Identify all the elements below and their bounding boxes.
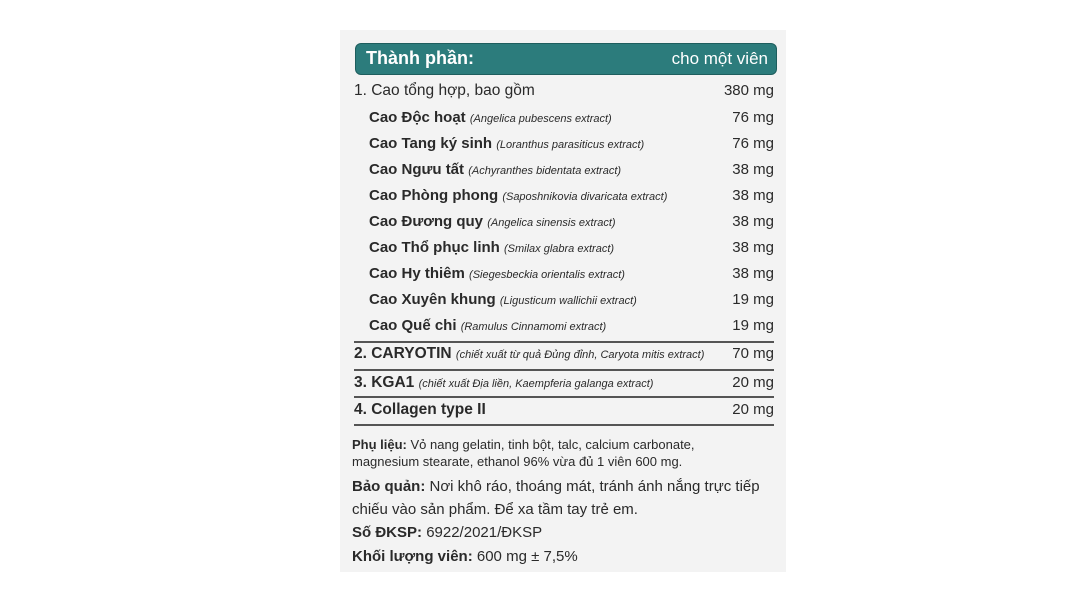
- ingredient-name: Cao Đương quy: [369, 213, 484, 230]
- excipients-line1: Phụ liệu: Vỏ nang gelatin, tinh bột, tal…: [352, 437, 695, 452]
- excipients-text: Vỏ nang gelatin, tinh bột, talc, calcium…: [410, 437, 695, 452]
- ingredient-name: 3. KGA1: [354, 374, 415, 391]
- sub-ingredient-row: Cao Hy thiêm (Siegesbeckia orientalis ex…: [369, 265, 774, 287]
- ingredient-name: Cao Tang ký sinh: [369, 135, 493, 152]
- ingredient-latin: (Ligusticum wallichii extract): [499, 295, 637, 307]
- ingredient-amount: 380 mg: [723, 82, 774, 99]
- storage-line1: Bảo quản: Nơi khô ráo, thoáng mát, tránh…: [352, 478, 760, 495]
- ingredient-amount: 20 mg: [732, 401, 774, 418]
- ingredient-amount: 38 mg: [732, 161, 774, 178]
- ingredient-latin: (Siegesbeckia orientalis extract): [469, 269, 625, 281]
- ingredient-name: Cao Xuyên khung: [369, 291, 496, 308]
- weight-value: 600 mg ± 7,5%: [476, 548, 578, 565]
- sub-ingredient-row: Cao Xuyên khung (Ligusticum wallichii ex…: [369, 291, 774, 313]
- divider: [354, 341, 774, 343]
- ingredient-amount: 38 mg: [732, 265, 774, 282]
- ingredient-amount: 20 mg: [732, 374, 774, 391]
- ingredient-latin: (chiết xuất từ quả Đủng đỉnh, Caryota mi…: [455, 349, 705, 361]
- sub-ingredient-row: Cao Thổ phục linh (Smilax glabra extract…: [369, 239, 774, 261]
- ingredient-latin: (Angelica sinensis extract): [487, 217, 616, 229]
- ingredient-name: 4. Collagen type II: [354, 401, 486, 418]
- excipients-line2: magnesium stearate, ethanol 96% vừa đủ 1…: [352, 454, 683, 469]
- ingredient-row-main: 1. Cao tổng hợp, bao gồm 380 mg: [354, 82, 774, 104]
- divider: [354, 369, 774, 371]
- capsule-weight: Khối lượng viên: 600 mg ± 7,5%: [352, 548, 578, 565]
- ingredient-name: 2. CARYOTIN: [354, 345, 452, 362]
- sub-ingredient-row: Cao Ngưu tất (Achyranthes bidentata extr…: [369, 161, 774, 183]
- ingredient-name: Cao Thổ phục linh: [369, 239, 500, 256]
- ingredient-amount: 19 mg: [732, 317, 774, 334]
- sub-ingredient-row: Cao Độc hoạt (Angelica pubescens extract…: [369, 109, 774, 131]
- ingredient-amount: 19 mg: [732, 291, 774, 308]
- registration-value: 6922/2021/ĐKSP: [426, 524, 543, 541]
- sub-ingredient-row: Cao Đương quy (Angelica sinensis extract…: [369, 213, 774, 235]
- header-per-unit: cho một viên: [671, 49, 768, 68]
- ingredient-latin: (Ramulus Cinnamomi extract): [460, 321, 607, 333]
- header-title: Thành phần:: [366, 48, 474, 68]
- ingredient-name: Cao Phòng phong: [369, 187, 499, 204]
- ingredient-row: 2. CARYOTIN (chiết xuất từ quả Đủng đỉnh…: [354, 345, 774, 367]
- ingredient-row: 3. KGA1 (chiết xuất Địa liền, Kaempferia…: [354, 374, 774, 396]
- ingredient-latin: (Loranthus parasiticus extract): [496, 139, 645, 151]
- ingredient-name: Cao Quế chi: [369, 317, 457, 334]
- ingredients-header: Thành phần: cho một viên: [356, 44, 776, 74]
- sub-ingredient-row: Cao Tang ký sinh (Loranthus parasiticus …: [369, 135, 774, 157]
- ingredients-label: Thành phần: cho một viên 1. Cao tổng hợp…: [340, 30, 786, 572]
- storage-text: Nơi khô ráo, thoáng mát, tránh ánh nắng …: [429, 478, 760, 495]
- sub-ingredient-row: Cao Phòng phong (Saposhnikovia divaricat…: [369, 187, 774, 209]
- ingredient-latin: (Achyranthes bidentata extract): [468, 165, 622, 177]
- ingredient-name: Cao Độc hoạt: [369, 109, 466, 126]
- ingredient-latin: (Smilax glabra extract): [504, 243, 615, 255]
- storage-label: Bảo quản:: [352, 478, 426, 495]
- ingredient-amount: 38 mg: [732, 187, 774, 204]
- ingredient-row: 4. Collagen type II 20 mg: [354, 401, 774, 423]
- ingredient-latin: (chiết xuất Địa liền, Kaempferia galanga…: [418, 378, 654, 390]
- ingredient-amount: 76 mg: [732, 109, 774, 126]
- ingredient-name: 1. Cao tổng hợp, bao gồm: [354, 82, 535, 99]
- divider: [354, 424, 774, 426]
- ingredient-amount: 38 mg: [732, 239, 774, 256]
- excipients-label: Phụ liệu:: [352, 437, 407, 452]
- weight-label: Khối lượng viên:: [352, 548, 473, 565]
- ingredient-name: Cao Ngưu tất: [369, 161, 465, 178]
- ingredient-amount: 76 mg: [732, 135, 774, 152]
- ingredient-latin: (Saposhnikovia divaricata extract): [502, 191, 668, 203]
- sub-ingredient-row: Cao Quế chi (Ramulus Cinnamomi extract) 1…: [369, 317, 774, 339]
- ingredient-amount: 70 mg: [732, 345, 774, 362]
- divider: [354, 396, 774, 398]
- registration: Số ĐKSP: 6922/2021/ĐKSP: [352, 524, 542, 541]
- ingredient-latin: (Angelica pubescens extract): [469, 113, 612, 125]
- ingredient-name: Cao Hy thiêm: [369, 265, 465, 282]
- storage-line2: chiếu vào sản phẩm. Để xa tầm tay trẻ em…: [352, 501, 638, 518]
- ingredient-amount: 38 mg: [732, 213, 774, 230]
- registration-label: Số ĐKSP:: [352, 524, 423, 541]
